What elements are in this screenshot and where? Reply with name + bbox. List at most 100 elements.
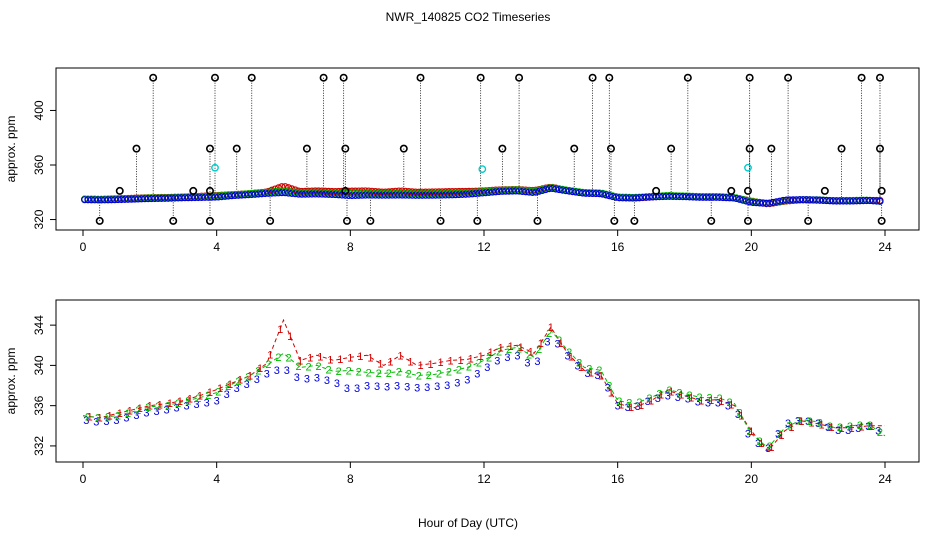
series-3-marker: 3 — [184, 400, 190, 412]
series-1-marker: 1 — [618, 399, 624, 411]
top-point-series-3 — [87, 196, 95, 204]
series-3-marker: 3 — [113, 415, 119, 427]
series-1-marker: 1 — [838, 423, 844, 435]
top-point-series-3 — [792, 196, 801, 204]
series-1-marker: 1 — [588, 367, 594, 379]
series-2-marker: 2 — [737, 408, 743, 420]
top-point-series-3 — [605, 192, 613, 200]
top-point-series-3 — [712, 193, 720, 201]
series-2-marker: 2 — [326, 365, 332, 377]
series-2-marker: 2 — [95, 413, 101, 425]
series-3-marker: 3 — [274, 365, 280, 377]
series-2-marker: 2 — [787, 420, 793, 432]
series-2-marker: 2 — [466, 362, 472, 374]
outlier-point — [605, 73, 614, 82]
series-1-marker: 1 — [277, 324, 283, 336]
top-point-series-3 — [679, 193, 687, 201]
bottom-x-tick-label: 12 — [477, 472, 491, 486]
series-2-marker: 2 — [596, 365, 602, 377]
top-point-series-3 — [508, 187, 517, 195]
bottom-y-tick-label: 332 — [32, 436, 46, 456]
top-point-series-3 — [715, 193, 724, 201]
series-2-marker: 2 — [767, 441, 773, 453]
top-point-series-3 — [97, 196, 105, 204]
series-1-marker: 1 — [377, 358, 383, 370]
outlier-point — [210, 73, 219, 82]
series-3-marker: 3 — [214, 396, 220, 408]
top-panel: 0 4 8 12 16 20 24 320 360 400 approx. ppm — [4, 67, 920, 254]
top-point-series-3 — [839, 197, 847, 205]
top-point-series-3 — [599, 190, 607, 198]
series-1-marker: 1 — [187, 394, 193, 406]
top-point-series-3 — [498, 187, 506, 195]
top-point-series-3 — [699, 193, 707, 201]
top-point-series-3 — [609, 192, 617, 201]
series-2-marker: 2 — [346, 366, 352, 378]
series-2-marker: 2 — [727, 397, 733, 409]
series-1-marker: 1 — [167, 398, 173, 410]
series-2-marker: 2 — [175, 398, 181, 410]
series-2-marker: 2 — [195, 393, 201, 405]
top-point-series-3 — [856, 197, 864, 205]
series-3-marker: 3 — [334, 378, 340, 390]
top-point-series-3 — [826, 197, 834, 205]
top-point-series-3 — [565, 187, 573, 195]
series-2-marker: 2 — [285, 353, 291, 365]
series-1-marker: 1 — [508, 341, 514, 353]
series-2-marker: 2 — [426, 370, 432, 382]
top-point-series-3 — [629, 194, 637, 202]
outlier-point — [302, 144, 311, 153]
top-point-series-3 — [665, 192, 674, 200]
top-point-series-3 — [512, 187, 520, 195]
top-point-series-3 — [832, 197, 841, 205]
series-3-marker: 3 — [244, 379, 250, 391]
outlier-point — [877, 186, 886, 195]
bottom-y-tick-label: 344 — [32, 315, 46, 335]
series-2-marker: 2 — [676, 387, 682, 399]
series-3-marker: 3 — [765, 443, 771, 455]
outlier-point — [366, 216, 375, 225]
series-1-marker: 1 — [638, 400, 644, 412]
top-point-series-3 — [739, 196, 747, 204]
outlier-point — [745, 73, 754, 82]
series-2-marker: 2 — [576, 357, 582, 369]
top-point-series-3 — [144, 195, 152, 203]
top-point-series-3 — [575, 188, 583, 197]
series-1-marker: 1 — [257, 363, 263, 375]
series-2-marker: 2 — [396, 367, 402, 379]
series-3-marker: 3 — [224, 389, 230, 401]
top-point-series-3 — [705, 193, 714, 201]
series-3-marker: 3 — [163, 405, 169, 417]
series-3-marker: 3 — [605, 383, 611, 395]
series-2-marker: 2 — [747, 426, 753, 438]
series-3-marker: 3 — [785, 418, 791, 430]
series-3-marker: 3 — [665, 391, 671, 403]
top-point-series-3 — [782, 196, 791, 204]
top-point-series-3 — [692, 193, 700, 201]
top-point-series-3 — [635, 194, 643, 202]
series-3-marker: 3 — [705, 398, 711, 410]
series-1-marker: 1 — [788, 422, 794, 434]
top-point-series-3 — [231, 191, 239, 200]
series-2-marker: 2 — [496, 346, 502, 358]
series-1-marker: 1 — [518, 342, 524, 354]
outlier-point — [588, 73, 597, 82]
top-point-series-3 — [101, 196, 109, 204]
top-x-tick-label: 16 — [611, 240, 625, 254]
series-1-marker: 1 — [317, 351, 323, 363]
series-3-marker: 3 — [755, 438, 761, 450]
series-3-marker: 3 — [194, 399, 200, 411]
top-point-series-3 — [876, 197, 884, 205]
series-3-marker: 3 — [725, 401, 731, 413]
top-point-series-3 — [592, 189, 600, 198]
bottom-x-tick-label: 24 — [878, 472, 892, 486]
series-3-marker: 3 — [775, 428, 781, 440]
outlier-point — [169, 216, 178, 225]
top-y-tick-label: 400 — [32, 100, 46, 120]
top-point-series-3 — [201, 193, 209, 201]
series-2-marker: 2 — [586, 363, 592, 375]
bottom-x-tick-label: 0 — [80, 472, 87, 486]
series-2-marker: 2 — [105, 412, 111, 424]
series-1-marker: 1 — [448, 355, 454, 367]
top-x-tick-label: 24 — [878, 240, 892, 254]
